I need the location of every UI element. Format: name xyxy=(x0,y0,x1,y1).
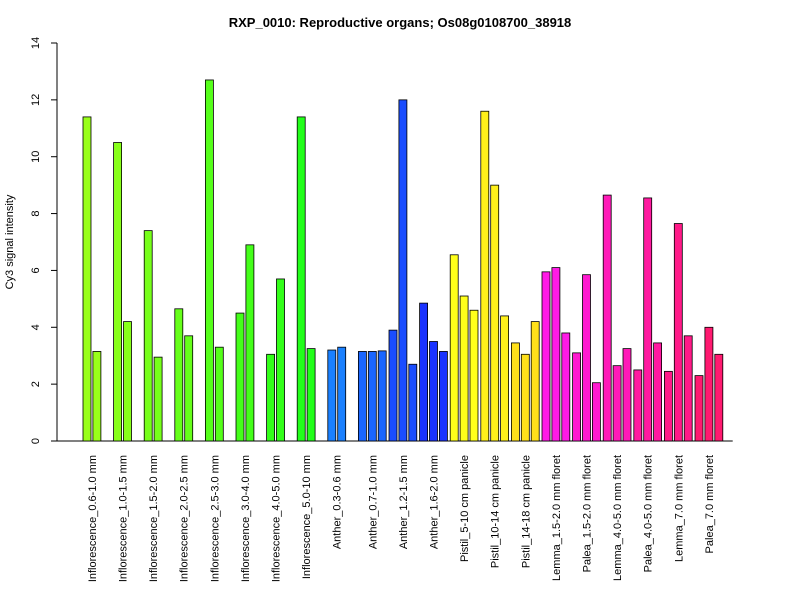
bar xyxy=(276,278,285,442)
bar xyxy=(306,348,316,442)
bar xyxy=(469,309,479,442)
y-tick-label: 4 xyxy=(30,324,42,330)
bar xyxy=(388,329,398,442)
bar xyxy=(153,356,163,442)
bar xyxy=(123,321,132,442)
bar xyxy=(367,351,377,442)
x-tick-label: Anther_0.7-1.0 mm xyxy=(367,455,379,549)
y-tick-label: 14 xyxy=(30,37,42,49)
x-axis-labels: Inflorescence_0.6-1.0 mm Inflorescence_1.… xyxy=(87,455,716,582)
bar xyxy=(561,332,571,442)
bar xyxy=(683,335,693,442)
bar xyxy=(633,369,643,442)
y-tick-label: 6 xyxy=(30,267,42,273)
y-tick-label: 2 xyxy=(30,381,42,387)
bar xyxy=(184,335,194,442)
x-tick-label: Pistil_5-10 cm panicle xyxy=(459,455,471,562)
bar xyxy=(214,346,224,442)
x-tick-label: Pistil_10-14 cm panicle xyxy=(490,455,502,568)
bar xyxy=(204,79,214,442)
bar xyxy=(551,267,561,442)
x-tick-label: Inflorescence_1.5-2.0 mm xyxy=(148,455,160,582)
bar xyxy=(266,353,276,442)
bar xyxy=(245,244,255,442)
bar xyxy=(337,346,347,442)
x-tick-label: Inflorescence_1.0-1.5 mm xyxy=(118,455,130,582)
bar xyxy=(490,184,500,442)
bar xyxy=(572,352,581,442)
bar xyxy=(714,353,724,442)
x-tick-label: Anther_1.2-1.5 mm xyxy=(398,455,410,549)
bar xyxy=(92,351,102,442)
bar xyxy=(174,308,184,442)
bar xyxy=(530,321,540,442)
bar xyxy=(653,342,662,442)
bar xyxy=(694,375,704,442)
x-tick-label: Inflorescence_2.0-2.5 mm xyxy=(179,455,191,582)
bar xyxy=(602,194,612,442)
bar xyxy=(296,116,306,442)
bar xyxy=(622,348,632,442)
bar xyxy=(520,353,530,442)
y-tick-label: 0 xyxy=(30,438,42,444)
x-tick-label: Inflorescence_0.6-1.0 mm xyxy=(87,455,99,582)
x-tick-label: Inflorescence_5.0-10 mm xyxy=(301,455,313,579)
x-tick-label: Pistil_14-18 cm panicle xyxy=(520,455,532,568)
bar xyxy=(612,365,622,442)
x-tick-label: Palea_4.0-5.0 mm floret xyxy=(643,455,655,572)
bar xyxy=(143,230,153,442)
bar xyxy=(664,370,673,442)
bar xyxy=(327,349,337,442)
y-axis-label: Cy3 signal intensity xyxy=(4,194,16,289)
bar xyxy=(582,274,591,442)
x-tick-label: Palea_7.0 mm floret xyxy=(704,455,716,553)
bar xyxy=(592,382,601,442)
bar xyxy=(500,315,510,442)
bar xyxy=(377,350,387,442)
bar xyxy=(510,342,520,442)
bar xyxy=(82,116,92,442)
bar xyxy=(429,341,438,442)
x-tick-label: Inflorescence_4.0-5.0 mm xyxy=(271,455,283,582)
y-tick-label: 10 xyxy=(30,151,42,163)
bar xyxy=(113,142,122,442)
bars xyxy=(82,79,724,442)
bar xyxy=(408,363,418,442)
bar xyxy=(673,223,683,442)
chart-title: RXP_0010: Reproductive organs; Os08g0108… xyxy=(229,15,572,30)
bar xyxy=(643,197,653,442)
y-tick-label: 12 xyxy=(30,94,42,106)
bar xyxy=(398,99,408,442)
bar xyxy=(438,351,448,442)
x-tick-label: Palea_1.5-2.0 mm floret xyxy=(581,455,593,572)
x-tick-label: Inflorescence_3.0-4.0 mm xyxy=(240,455,252,582)
bar xyxy=(357,351,367,442)
bar xyxy=(459,295,469,442)
bar xyxy=(419,302,429,442)
x-tick-label: Lemma_1.5-2.0 mm floret xyxy=(551,455,563,581)
x-tick-label: Anther_1.6-2.0 mm xyxy=(428,455,440,549)
bar xyxy=(480,110,490,442)
y-tick-label: 8 xyxy=(30,211,42,217)
bar xyxy=(449,254,459,442)
x-tick-label: Inflorescence_2.5-3.0 mm xyxy=(209,455,221,582)
bar xyxy=(541,271,551,442)
bar xyxy=(704,326,714,442)
x-tick-label: Anther_0.3-0.6 mm xyxy=(332,455,344,549)
x-tick-label: Lemma_7.0 mm floret xyxy=(673,455,685,562)
bar xyxy=(235,312,245,442)
x-tick-label: Lemma_4.0-5.0 mm floret xyxy=(612,455,624,581)
